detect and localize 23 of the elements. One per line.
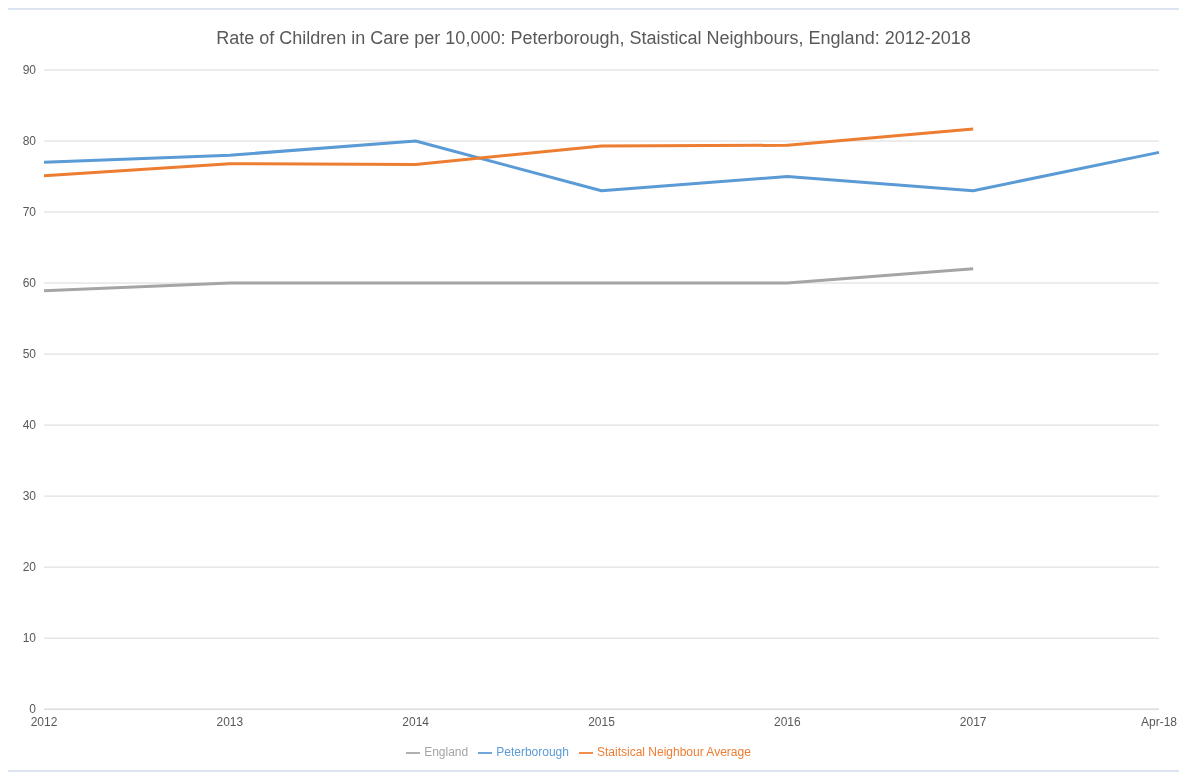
chart-title: Rate of Children in Care per 10,000: Peterborough, Staistical Neighbours, England: 2012-2018 [215,27,972,50]
legend-label: England [424,745,469,760]
legend-label: Peterborough [496,745,569,760]
line-series [42,139,1161,193]
y-tick-label: 20 [22,560,37,575]
legend-label: Staitsical Neighbour Average [596,745,751,760]
x-tick-label: 2012 [30,714,58,729]
y-tick-label: 50 [22,347,37,362]
y-tick-label: 10 [22,631,37,646]
y-tick-label: 0 [29,702,37,717]
x-tick-label: 2013 [216,714,244,729]
x-tick-label: 2015 [588,714,616,729]
x-tick-label: 2017 [959,714,987,729]
y-tick-label: 70 [22,205,37,220]
y-tick-label: 30 [22,489,37,504]
y-tick-label: 60 [22,276,37,291]
x-tick-label: Apr-18 [1140,714,1178,729]
x-tick-label: 2016 [773,714,801,729]
y-tick-label: 80 [22,134,37,149]
y-tick-label: 90 [22,63,37,78]
y-tick-label: 40 [22,418,37,433]
x-tick-label: 2014 [402,714,430,729]
line-series [42,127,975,178]
